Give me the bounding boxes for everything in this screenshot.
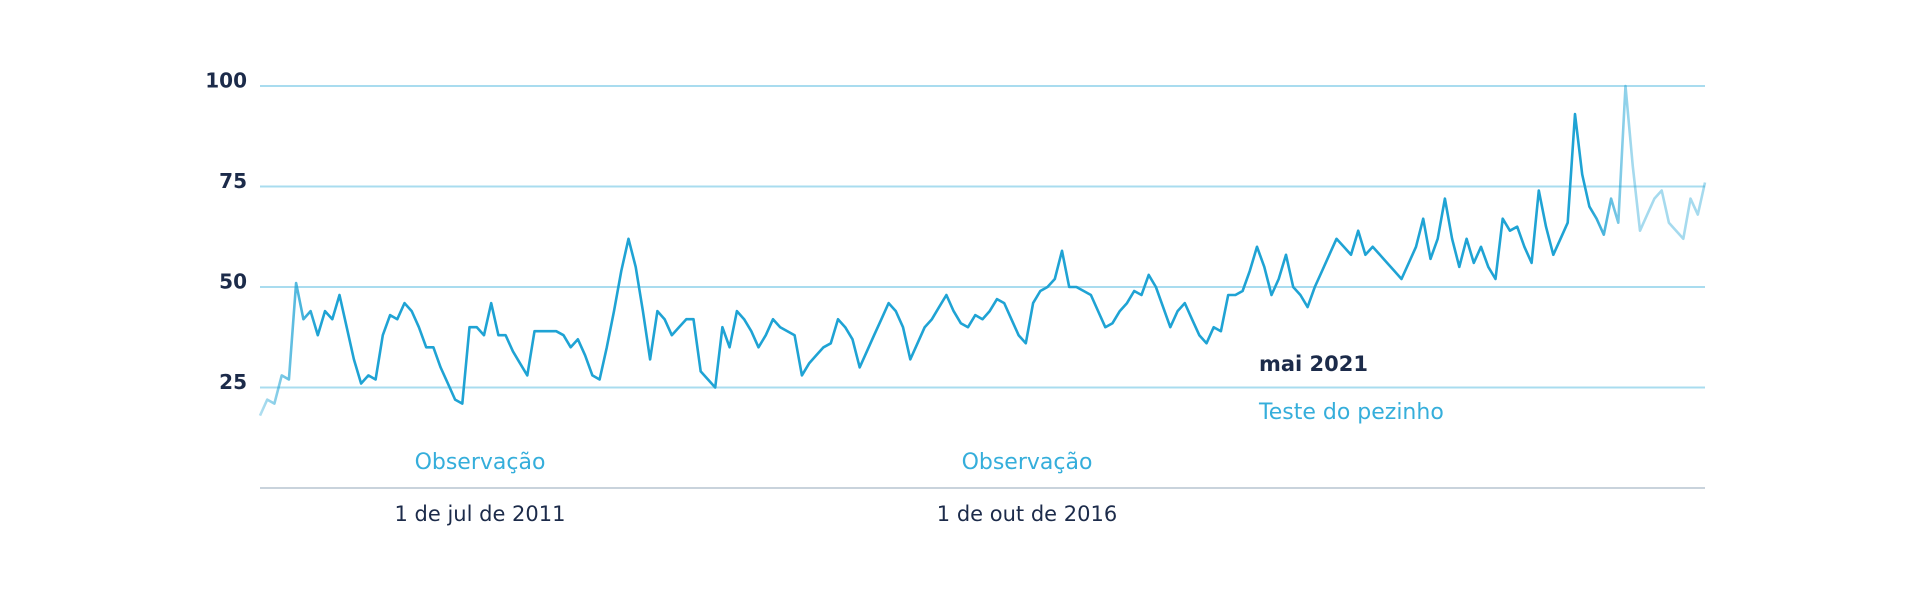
annotation-label: Observação — [962, 450, 1093, 475]
annotation-date: 1 de jul de 2011 — [395, 502, 566, 526]
y-tick-label: 100 — [205, 69, 247, 93]
trend-line — [258, 84, 1707, 417]
annotation-date: 1 de out de 2016 — [937, 502, 1117, 526]
y-tick-label: 25 — [219, 370, 247, 394]
annotation-date: mai 2021 — [1259, 352, 1368, 376]
y-tick-label: 75 — [219, 169, 247, 193]
annotation-label: Observação — [415, 450, 546, 475]
annotation-label: Teste do pezinho — [1258, 400, 1444, 425]
y-tick-label: 50 — [219, 270, 247, 294]
